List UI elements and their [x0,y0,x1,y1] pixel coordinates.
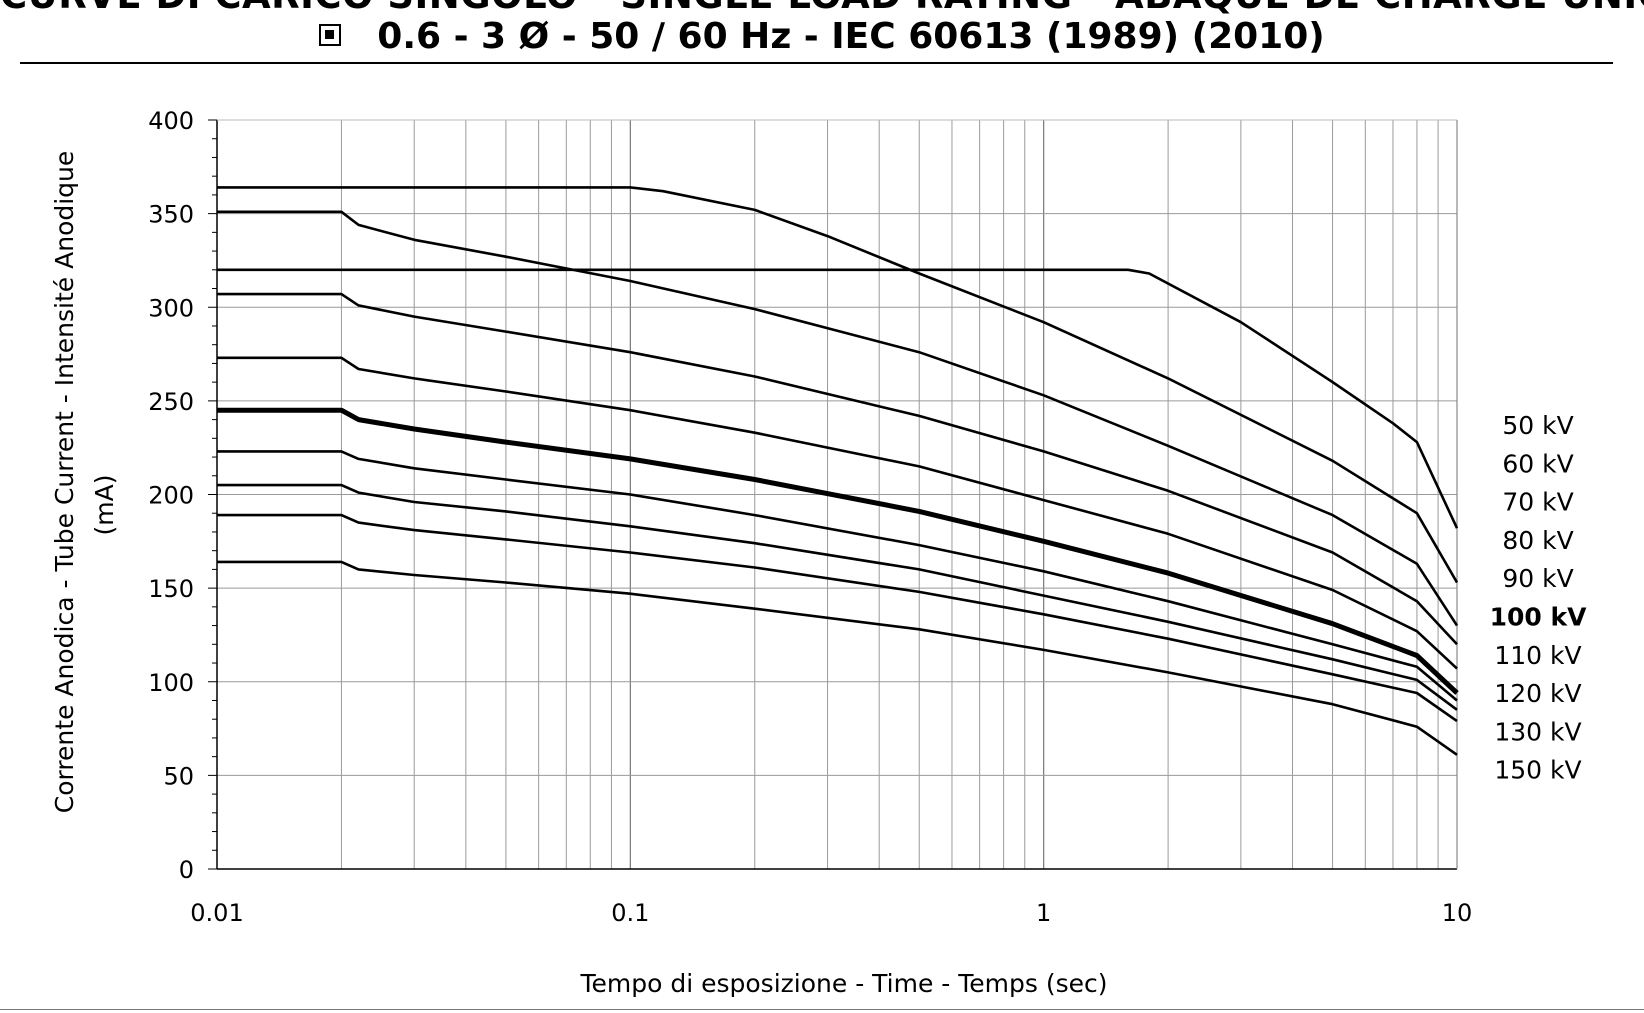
legend-entry: 130 kV [1494,717,1581,746]
series-line [217,210,1459,627]
series-line [217,560,1458,756]
header-divider [20,62,1613,64]
legend-entry: 50 kV [1502,411,1573,440]
y-tick-label: 50 [163,762,194,790]
chart-title-line2: 0.6 - 3 Ø - 50 / 60 Hz - IEC 60613 (1989… [0,16,1644,57]
legend-entry: 90 kV [1502,564,1573,593]
x-axis-title: Tempo di esposizione - Time - Temps (sec… [579,969,1107,998]
x-tick-label: 10 [1442,899,1473,927]
series-line [217,407,1459,695]
legend-entry: 80 kV [1502,526,1573,555]
series-line [217,513,1458,723]
legend-entry: 70 kV [1502,488,1573,517]
y-axis-unit: (mA) [90,475,119,536]
legend-entry: 110 kV [1494,641,1581,670]
y-tick-label: 0 [179,856,194,884]
y-tick-label: 300 [148,294,194,322]
legend: 50 kV 60 kV 70 kV 80 kV 90 kV 100 kV 110 kV 120… [1490,411,1588,785]
y-tick-label: 200 [148,482,194,510]
axes [208,119,1458,870]
series-lines [217,186,1459,756]
x-tick-label: 1 [1036,899,1051,927]
footer-divider [0,1009,1644,1010]
chart-title-line1: CURVE DI CARICO SINGOLO - SINGLE LOAD RA… [0,0,1644,17]
chart-subtitle: 0.6 - 3 Ø - 50 / 60 Hz - IEC 60613 (1989… [377,16,1325,57]
grid [217,119,1457,869]
y-tick-label: 350 [148,201,194,229]
series-line [217,450,1458,702]
series-line [217,356,1458,670]
legend-entry: 120 kV [1494,679,1581,708]
legend-entry: 150 kV [1494,756,1581,785]
y-tick-label: 100 [148,669,194,697]
square-focal-spot-icon [319,24,342,46]
tick-labels: 0 50 100 150 200 250 300 350 400 0.01 0.1 1 10 [148,107,1472,927]
series-line [217,483,1458,711]
series-line [217,268,1459,529]
y-tick-label: 400 [148,107,194,135]
y-tick-label: 150 [148,575,194,603]
legend-entry: 60 kV [1502,449,1573,478]
x-tick-label: 0.01 [190,899,243,927]
y-tick-label: 250 [148,388,194,416]
series-line [217,186,1459,584]
legend-entry: 100 kV [1490,603,1588,632]
y-axis-title: Corrente Anodica - Tube Current - Intens… [50,151,79,814]
x-tick-label: 0.1 [611,899,649,927]
series-line [217,292,1458,646]
